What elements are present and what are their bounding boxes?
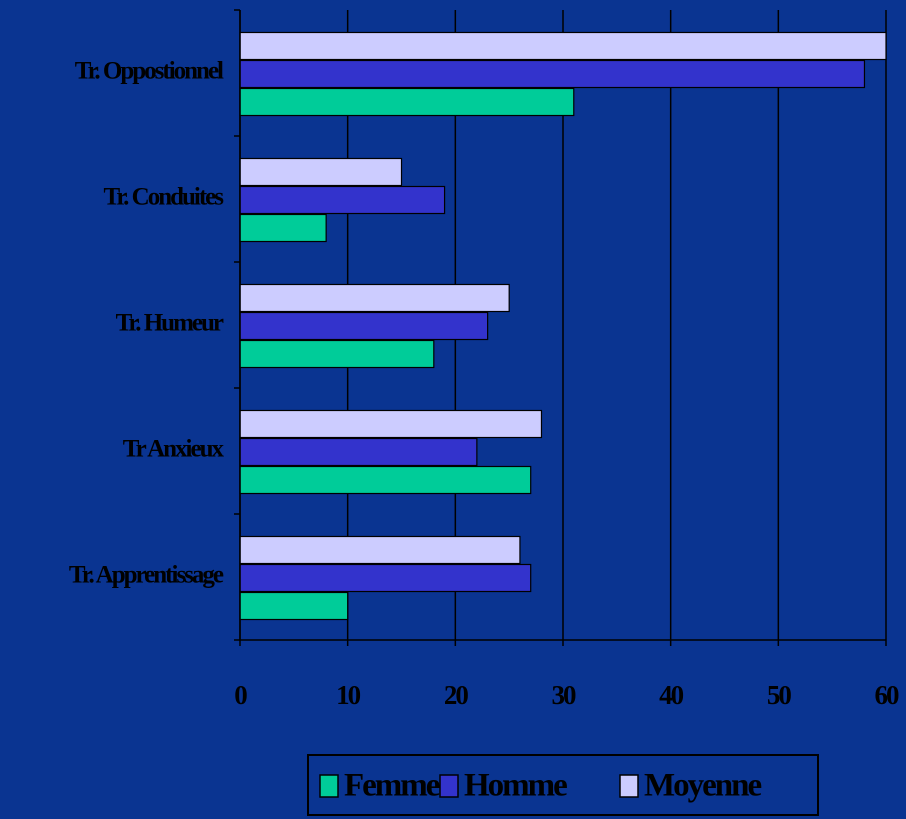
bar [239, 437, 478, 467]
bar [239, 311, 489, 341]
x-tick-label: 60 [875, 680, 900, 710]
x-tick-label: 30 [552, 680, 577, 710]
x-tick-label: 10 [336, 680, 361, 710]
bar [239, 185, 446, 215]
y-tick-label: Tr Anxieux [123, 436, 225, 463]
bar [239, 157, 403, 187]
bar [239, 31, 887, 61]
bar [239, 213, 327, 243]
legend-swatch [619, 774, 639, 798]
x-tick-label: 40 [659, 680, 684, 710]
bar [239, 87, 575, 117]
legend-box [307, 754, 819, 816]
y-tick-label: Tr. Oppostionnel [75, 58, 224, 85]
bar [239, 535, 521, 565]
x-tick-label: 50 [767, 680, 792, 710]
bar [239, 591, 349, 621]
y-tick-label: Tr. Conduites [104, 184, 225, 211]
x-tick-label: 0 [234, 680, 247, 710]
legend-label: Homme [464, 768, 567, 804]
bar [239, 465, 532, 495]
bar [239, 283, 510, 313]
x-tick-label: 20 [444, 680, 469, 710]
bar [239, 563, 532, 593]
legend-swatch [439, 774, 459, 798]
legend-label: Femme [344, 768, 440, 804]
bar [239, 409, 543, 439]
y-tick-label: Tr. Humeur [116, 310, 224, 337]
legend-label: Moyenne [644, 768, 762, 804]
y-tick-label: Tr. Apprentissage [69, 562, 224, 589]
legend-swatch [319, 774, 339, 798]
bar [239, 339, 435, 369]
bar [239, 59, 866, 89]
